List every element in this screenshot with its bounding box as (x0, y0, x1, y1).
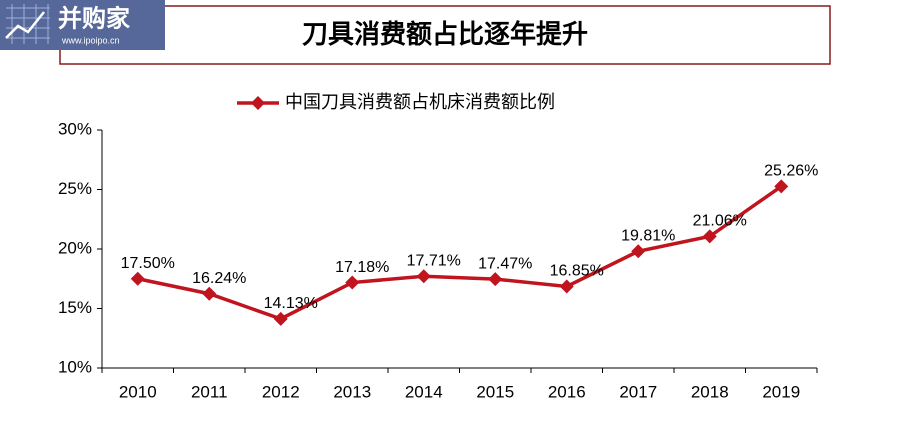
point-marker (273, 311, 288, 326)
data-label: 19.81% (621, 227, 675, 244)
x-tick-label: 2014 (405, 382, 443, 401)
y-tick-label: 20% (58, 238, 92, 257)
x-tick-label: 2013 (333, 382, 371, 401)
x-tick-label: 2017 (619, 382, 657, 401)
data-label: 25.26% (764, 163, 818, 180)
y-tick-label: 25% (58, 179, 92, 198)
point-marker (488, 272, 503, 287)
y-tick-label: 10% (58, 357, 92, 376)
data-label: 21.06% (693, 213, 747, 230)
chart-title: 刀具消费额占比逐年提升 (302, 19, 588, 50)
point-marker (416, 269, 431, 284)
point-marker (345, 275, 360, 290)
point-marker (774, 179, 789, 194)
data-label: 17.18% (335, 259, 389, 276)
x-tick-label: 2019 (762, 382, 800, 401)
title-box (59, 5, 831, 65)
data-label: 17.71% (407, 252, 461, 269)
data-label: 17.50% (121, 255, 175, 272)
data-label: 16.85% (550, 263, 604, 280)
x-tick-label: 2015 (476, 382, 514, 401)
logo-icon (5, 11, 45, 39)
y-tick-label: 30% (58, 119, 92, 138)
point-marker (130, 271, 145, 286)
data-label: 14.13% (264, 295, 318, 312)
logo: 并购家 www.ipoipo.cn (0, 0, 165, 50)
point-marker (202, 286, 217, 301)
y-tick-label: 15% (58, 298, 92, 317)
x-tick-label: 2018 (691, 382, 729, 401)
logo-name: 并购家 (58, 4, 130, 32)
data-label: 16.24% (192, 270, 246, 287)
x-tick-label: 2010 (119, 382, 157, 401)
point-marker (631, 244, 646, 259)
series-line (137, 184, 783, 321)
point-marker (559, 279, 574, 294)
x-tick-label: 2011 (191, 382, 228, 401)
logo-url: www.ipoipo.cn (61, 35, 120, 45)
data-label: 17.47% (478, 255, 532, 272)
x-tick-label: 2012 (262, 382, 300, 401)
point-marker (702, 229, 717, 244)
legend-label: 中国刀具消费额占机床消费额比例 (285, 92, 555, 112)
legend-marker (251, 96, 265, 110)
x-tick-label: 2016 (548, 382, 586, 401)
